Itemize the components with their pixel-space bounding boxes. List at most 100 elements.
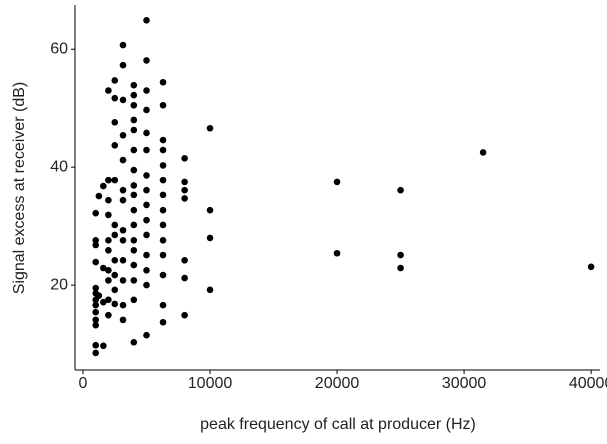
point [119, 132, 127, 139]
point [333, 249, 341, 257]
point [119, 156, 127, 164]
point [111, 271, 119, 279]
point [143, 201, 150, 209]
point [111, 231, 119, 239]
point [206, 124, 214, 132]
point [119, 236, 127, 244]
point [119, 301, 127, 309]
point [105, 246, 112, 254]
point [130, 221, 138, 229]
point [119, 41, 127, 49]
y-tick-label: 20 [50, 276, 68, 293]
y-tick-label: 40 [50, 158, 68, 175]
point [130, 126, 138, 134]
point [159, 191, 167, 199]
point [92, 301, 100, 309]
point [130, 101, 138, 109]
point [92, 349, 100, 357]
point [159, 176, 167, 184]
point [130, 146, 138, 154]
point [143, 251, 150, 259]
point [100, 342, 107, 350]
point [92, 258, 100, 266]
point [159, 221, 167, 229]
point [130, 116, 138, 124]
point [119, 186, 127, 194]
y-axis-title: Signal excess at receiver (dB) [11, 82, 28, 295]
point [206, 206, 214, 214]
point [95, 192, 103, 200]
point [130, 296, 138, 304]
point [159, 101, 167, 109]
point [92, 321, 100, 329]
point [159, 318, 167, 326]
point [130, 191, 138, 199]
point [130, 182, 138, 189]
point [119, 61, 127, 69]
point [105, 176, 112, 184]
point [181, 195, 188, 202]
point [159, 162, 167, 169]
x-tick-label: 40000 [569, 375, 607, 392]
point [111, 257, 119, 264]
point [119, 316, 127, 324]
point [181, 257, 188, 264]
point [130, 261, 138, 269]
x-tick-label: 20000 [315, 375, 360, 392]
point [143, 106, 150, 114]
point [159, 271, 167, 279]
point [181, 186, 188, 194]
point [105, 277, 112, 284]
point [111, 77, 119, 84]
point [159, 146, 167, 154]
point [143, 281, 150, 289]
point [92, 241, 100, 249]
x-axis-title: peak frequency of call at producer (Hz) [200, 416, 476, 433]
point [105, 311, 112, 319]
point [159, 236, 167, 244]
point [587, 263, 595, 271]
x-tick-label: 0 [79, 375, 88, 392]
x-tick-label: 10000 [188, 375, 233, 392]
point [111, 119, 119, 126]
point [105, 236, 112, 244]
point [479, 149, 487, 156]
point [181, 311, 188, 319]
point [119, 96, 127, 104]
point [143, 231, 150, 239]
point [105, 87, 112, 94]
point [100, 264, 107, 272]
point [130, 166, 138, 174]
point [143, 216, 150, 224]
point [130, 236, 138, 244]
point [181, 178, 188, 186]
point [111, 221, 119, 229]
point [92, 284, 100, 292]
point [105, 267, 112, 274]
point [143, 331, 150, 339]
point [130, 338, 138, 346]
point [143, 57, 150, 64]
point [105, 296, 112, 304]
point [206, 286, 214, 294]
point [159, 78, 167, 86]
point [92, 209, 100, 217]
point [92, 236, 100, 244]
point [100, 298, 107, 306]
point [159, 206, 167, 214]
point [181, 155, 188, 162]
point [130, 246, 138, 254]
point [181, 274, 188, 282]
point [111, 142, 119, 149]
point [143, 87, 150, 94]
point [333, 178, 341, 186]
point [111, 286, 119, 294]
point [397, 264, 404, 272]
point [159, 136, 167, 144]
point [92, 308, 100, 316]
point [100, 182, 107, 190]
point [143, 267, 150, 274]
point [119, 277, 127, 284]
